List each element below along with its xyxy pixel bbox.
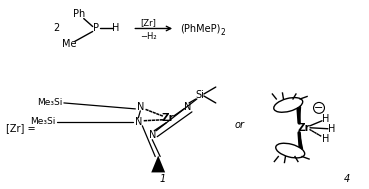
Text: 4: 4: [344, 174, 350, 184]
Text: 2: 2: [53, 23, 59, 33]
Text: Zr: Zr: [162, 113, 175, 123]
Text: Me: Me: [62, 39, 76, 49]
Text: Me₃Si: Me₃Si: [38, 98, 63, 107]
Text: −H₂: −H₂: [140, 32, 156, 41]
Text: −: −: [314, 103, 324, 113]
Text: H: H: [112, 23, 119, 33]
Text: N: N: [137, 102, 144, 112]
Text: N: N: [135, 117, 142, 127]
Text: N: N: [149, 130, 156, 140]
Text: H: H: [322, 134, 330, 144]
Text: H: H: [322, 114, 330, 124]
Text: Me₃Si: Me₃Si: [31, 117, 56, 126]
Text: [Zr] =: [Zr] =: [6, 123, 36, 133]
Text: Si: Si: [196, 90, 204, 100]
Text: (PhMeP): (PhMeP): [180, 23, 220, 33]
Text: P: P: [93, 23, 99, 33]
Polygon shape: [151, 156, 165, 172]
Text: 2: 2: [221, 28, 225, 37]
Text: N: N: [184, 102, 192, 112]
Text: Zr: Zr: [298, 123, 310, 133]
Text: H: H: [328, 124, 335, 134]
Text: Ph: Ph: [73, 9, 85, 19]
Text: [Zr]: [Zr]: [140, 18, 156, 27]
Text: or: or: [235, 120, 245, 130]
Text: 1: 1: [159, 174, 165, 184]
